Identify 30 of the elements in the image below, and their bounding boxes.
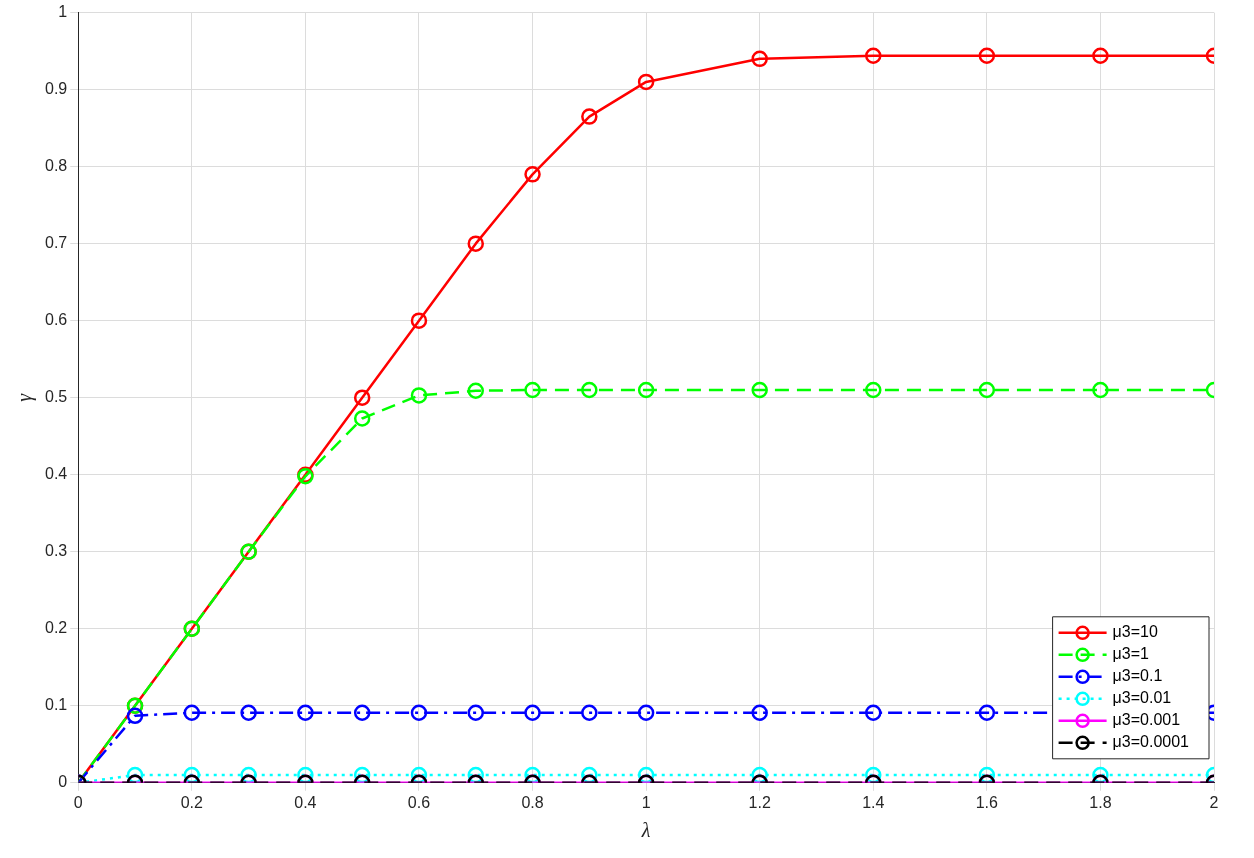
x-tick-label: 1.4 [862, 793, 885, 811]
legend-label: μ3=1 [1112, 645, 1150, 663]
y-tick-label: 0.3 [44, 542, 68, 560]
legend-label: μ3=10 [1112, 623, 1158, 641]
y-tick-label: 0.4 [44, 465, 68, 483]
x-tick-label: 1 [641, 793, 651, 811]
y-tick-label: 0.8 [44, 157, 68, 175]
y-tick-label: 0.6 [44, 311, 68, 329]
y-tick-label: 0.5 [44, 388, 68, 406]
y-tick-label: 1 [58, 3, 68, 21]
x-tick-label: 0.4 [294, 793, 317, 811]
y-tick-label: 0 [58, 773, 68, 791]
legend-label: μ3=0.0001 [1112, 733, 1190, 751]
x-axis-title: λ [640, 819, 651, 842]
x-tick-label: 1.2 [748, 793, 771, 811]
x-tick-label: 0.8 [521, 793, 544, 811]
legend-label: μ3=0.001 [1112, 711, 1181, 729]
x-tick-label: 1.6 [975, 793, 999, 811]
y-tick-label: 0.7 [44, 234, 68, 252]
y-tick-label: 0.1 [44, 696, 68, 714]
x-tick-label: 0 [73, 793, 83, 811]
y-axis-title: γ [13, 392, 37, 402]
x-tick-label: 0.2 [180, 793, 204, 811]
x-tick-label: 1.8 [1089, 793, 1112, 811]
x-tick-label: 2 [1209, 793, 1219, 811]
y-tick-label: 0.9 [44, 80, 68, 98]
legend-label: μ3=0.01 [1112, 689, 1172, 707]
y-tick-label: 0.2 [44, 619, 68, 637]
x-tick-label: 0.6 [407, 793, 431, 811]
legend-label: μ3=0.1 [1112, 667, 1163, 685]
